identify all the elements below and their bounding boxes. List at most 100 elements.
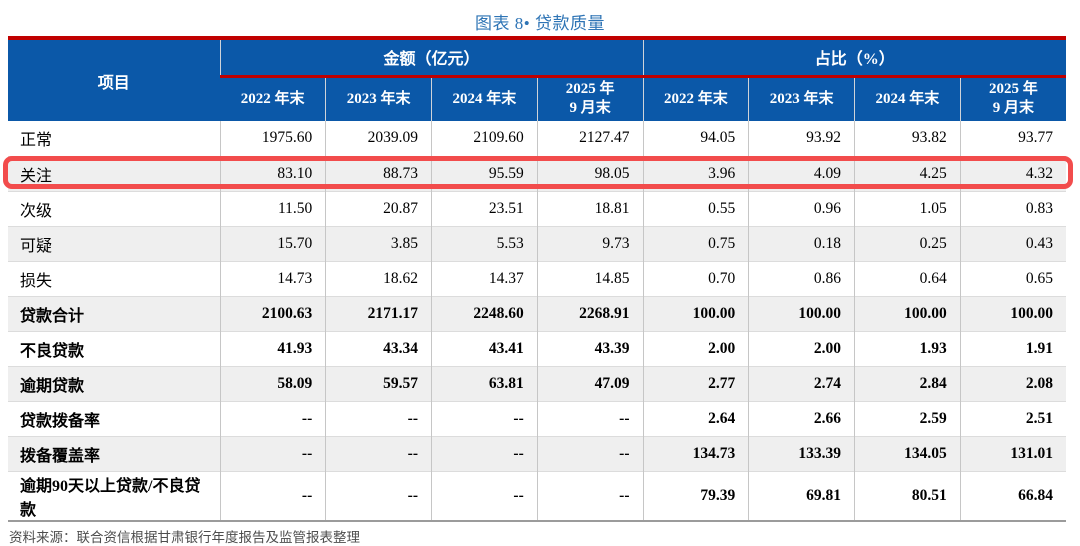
table-cell: 0.83 [959,190,1066,226]
table-row: 逾期90天以上贷款/不良贷款 -- -- -- -- 79.39 69.81 80.51 66.… [8,470,1066,522]
table-cell: 93.92 [748,121,855,156]
table-row: 贷款合计 2100.63 2171.17 2248.60 2268.91 100.00 10… [8,295,1066,331]
table-cell: -- [536,435,643,471]
table-cell: 2127.47 [536,121,643,156]
col-header-item: 项目 [8,40,220,121]
table-cell: 0.55 [642,190,749,226]
table-cell: 2039.09 [325,121,432,156]
table-cell: 2109.60 [431,121,538,156]
table-cell: 43.39 [536,330,643,366]
table-cell: 3.85 [325,225,432,261]
table-cell: 0.43 [959,225,1066,261]
table-cell: 4.32 [959,155,1066,191]
table-cell: 88.73 [325,155,432,191]
row-label: 不良贷款 [8,330,220,366]
table-cell: 4.09 [748,155,855,191]
table-cell: 0.70 [642,260,749,296]
table-cell: -- [536,470,643,522]
table-cell: 131.01 [959,435,1066,471]
table-row: 次级 11.50 20.87 23.51 18.81 0.55 0.96 1.05 0.83 [8,190,1066,226]
table-cell: 0.96 [748,190,855,226]
row-label: 逾期90天以上贷款/不良贷款 [8,470,220,522]
table-cell: 41.93 [219,330,326,366]
table-row: 正常 1975.60 2039.09 2109.60 2127.47 94.05 93.92… [8,121,1066,156]
table-cell: 43.34 [325,330,432,366]
table-cell: 93.82 [854,121,961,156]
table-cell: 2248.60 [431,295,538,331]
table-cell: 63.81 [431,365,538,401]
table-cell: 3.96 [642,155,749,191]
table-cell: 14.85 [536,260,643,296]
row-label: 贷款拨备率 [8,400,220,436]
table-cell: -- [325,470,432,522]
table-cell: 98.05 [536,155,643,191]
table-cell: 2268.91 [536,295,643,331]
table-cell: 79.39 [642,470,749,522]
table-cell: 2.66 [748,400,855,436]
table-cell: 69.81 [748,470,855,522]
table-cell: 0.86 [748,260,855,296]
table-cell: 18.81 [536,190,643,226]
table-row: 贷款拨备率 -- -- -- -- 2.64 2.66 2.59 2.51 [8,400,1066,436]
table-cell: 9.73 [536,225,643,261]
table-cell: 18.62 [325,260,432,296]
table-cell: 2.84 [854,365,961,401]
header-group-row: 项目 金额（亿元） 占比（%） [8,40,1066,121]
row-label: 可疑 [8,225,220,261]
table-cell: 2.74 [748,365,855,401]
table-cell: 1975.60 [219,121,326,156]
table-cell: 0.25 [854,225,961,261]
col-header-year: 2023 年末 [748,76,855,121]
table-cell: 1.05 [854,190,961,226]
table-row: 损失 14.73 18.62 14.37 14.85 0.70 0.86 0.64 0.65 [8,260,1066,296]
row-label: 正常 [20,132,53,150]
table-cell: 5.53 [431,225,538,261]
table-cell: -- [431,470,538,522]
table-title: 图表 8• 贷款质量 [475,14,605,33]
table-body: 正常 1975.60 2039.09 2109.60 2127.47 94.05 93.92… [8,121,1066,522]
table-cell: 83.10 [219,155,326,191]
col-group-amount: 金额（亿元） [219,40,643,78]
table-cell: 66.84 [959,470,1066,522]
loan-quality-table: 项目 金额（亿元） 占比（%） 2022 年末 2023 年末 2024 年末 202… [3,36,1073,522]
header-year-row: 2022 年末 2023 年末 2024 年末 2025 年 9 月末 2022 年末 2… [8,76,1066,121]
table-cell: 0.65 [959,260,1066,296]
table-cell: 100.00 [854,295,961,331]
row-label: 贷款合计 [8,295,220,331]
table-cell: 2.51 [959,400,1066,436]
col-header-year: 2024 年末 [431,76,538,121]
table-cell: 95.59 [431,155,538,191]
table-cell: 0.18 [748,225,855,261]
table-cell: -- [536,400,643,436]
col-group-ratio: 占比（%） [642,40,1066,78]
col-header-year: 2025 年 9 月末 [536,76,643,121]
table-cell: 0.75 [642,225,749,261]
table-cell: -- [219,435,326,471]
row-label: 关注 [8,155,220,191]
table-cell: 2171.17 [325,295,432,331]
table-cell: 100.00 [959,295,1066,331]
table-cell: 20.87 [325,190,432,226]
table-cell: 2.77 [642,365,749,401]
table-cell: -- [219,470,326,522]
table-row: 关注 83.10 88.73 95.59 98.05 3.96 4.09 4.25 4.32 [8,155,1066,191]
row-label: 损失 [8,260,220,296]
table-cell: 1.91 [959,330,1066,366]
table-cell: 2100.63 [219,295,326,331]
table-cell: 2.00 [642,330,749,366]
row-label: 逾期贷款 [8,365,220,401]
table-row: 不良贷款 41.93 43.34 43.41 43.39 2.00 2.00 1.93 1.91 [8,330,1066,366]
table-cell: 23.51 [431,190,538,226]
table-cell: 134.73 [642,435,749,471]
table-cell: 0.64 [854,260,961,296]
col-header-year: 2025 年 9 月末 [959,76,1066,121]
data-table: 项目 金额（亿元） 占比（%） 2022 年末 2023 年末 2024 年末 202… [8,40,1066,522]
table-cell: -- [325,435,432,471]
table-cell: 4.25 [854,155,961,191]
row-label: 次级 [8,190,220,226]
table-cell: -- [219,400,326,436]
table-cell: 43.41 [431,330,538,366]
col-header-year: 2022 年末 [220,76,326,121]
table-row: 可疑 15.70 3.85 5.53 9.73 0.75 0.18 0.25 0.43 [8,225,1066,261]
table-cell: 14.73 [219,260,326,296]
